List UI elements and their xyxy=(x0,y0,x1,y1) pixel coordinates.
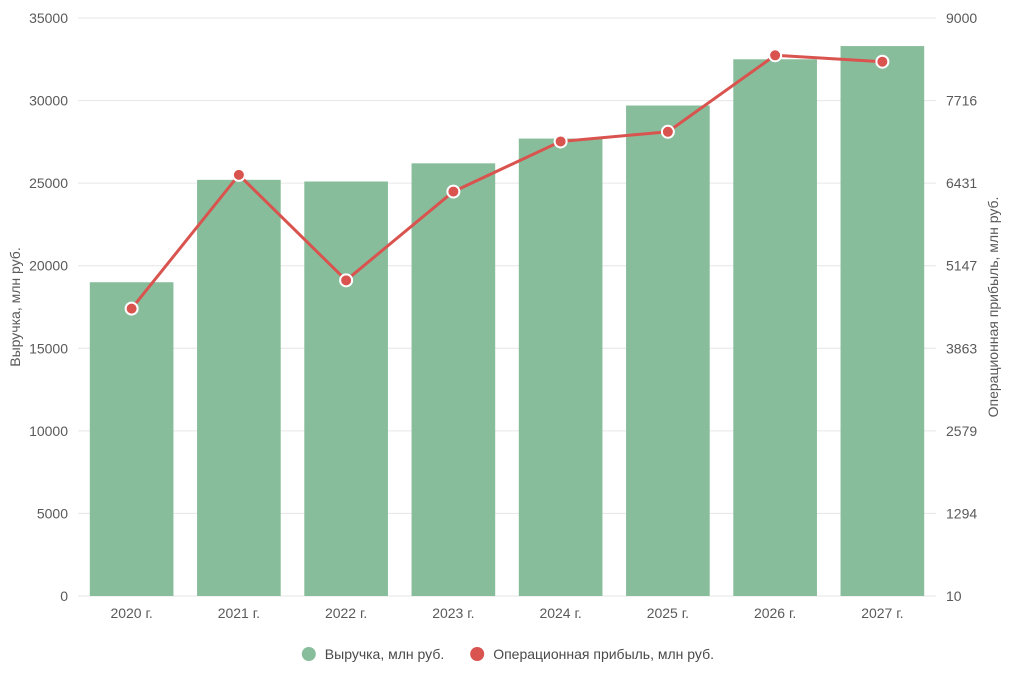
y-left-tick-label: 30000 xyxy=(29,93,68,109)
y-right-tick-label: 6431 xyxy=(946,175,977,191)
legend-label: Выручка, млн руб. xyxy=(325,646,444,662)
x-tick-label: 2021 г. xyxy=(218,605,260,621)
legend-label: Операционная прибыль, млн руб. xyxy=(493,646,714,662)
bar xyxy=(90,282,174,596)
profit-marker xyxy=(340,274,352,286)
profit-marker xyxy=(769,49,781,61)
bar xyxy=(197,180,281,596)
y-right-tick-label: 7716 xyxy=(946,93,977,109)
bar xyxy=(841,46,925,596)
profit-marker xyxy=(662,126,674,138)
bar xyxy=(733,59,817,596)
y-left-axis-label: Выручка, млн руб. xyxy=(7,247,23,366)
x-tick-label: 2023 г. xyxy=(432,605,474,621)
y-left-tick-label: 5000 xyxy=(37,505,68,521)
chart-svg: 0 5000 10000 15000 20000 25000 30000 35000 10 129… xyxy=(0,0,1010,674)
y-left-tick-label: 10000 xyxy=(29,423,68,439)
y-right-tick-label: 2579 xyxy=(946,423,977,439)
y-left-tick-label: 15000 xyxy=(29,340,68,356)
legend-swatch xyxy=(302,647,316,661)
profit-marker xyxy=(876,56,888,68)
y-right-tick-label: 3863 xyxy=(946,340,977,356)
y-right-tick-label: 1294 xyxy=(946,505,977,521)
y-left-tick-label: 35000 xyxy=(29,10,68,26)
profit-marker xyxy=(126,303,138,315)
y-left-tick-label: 0 xyxy=(60,588,68,604)
bar xyxy=(304,181,388,596)
x-tick-label: 2022 г. xyxy=(325,605,367,621)
bar xyxy=(626,106,710,596)
y-right-axis-label: Операционная прибыль, млн руб. xyxy=(985,197,1001,418)
revenue-profit-chart: 0 5000 10000 15000 20000 25000 30000 35000 10 129… xyxy=(0,0,1010,674)
x-tick-label: 2026 г. xyxy=(754,605,796,621)
y-right-tick-label: 5147 xyxy=(946,258,977,274)
bar xyxy=(519,139,603,596)
bar xyxy=(412,163,496,596)
x-tick-label: 2024 г. xyxy=(539,605,581,621)
y-left-tick-label: 25000 xyxy=(29,175,68,191)
x-tick-label: 2027 г. xyxy=(861,605,903,621)
y-right-tick-label: 9000 xyxy=(946,10,977,26)
profit-marker xyxy=(555,135,567,147)
y-left-tick-label: 20000 xyxy=(29,258,68,274)
y-right-tick-label: 10 xyxy=(946,588,962,604)
profit-marker xyxy=(233,169,245,181)
x-tick-label: 2020 г. xyxy=(110,605,152,621)
legend-dot xyxy=(470,647,484,661)
x-tick-label: 2025 г. xyxy=(647,605,689,621)
profit-marker xyxy=(447,186,459,198)
